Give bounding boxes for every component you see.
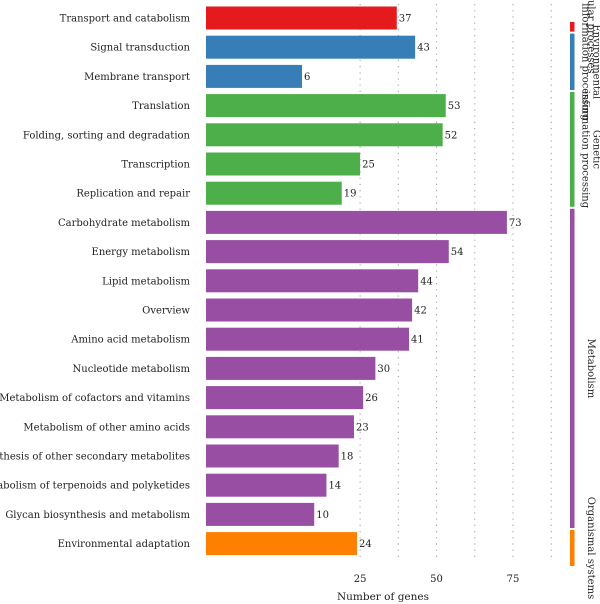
group-label: Metabolism [585,339,596,399]
category-label: Energy metabolism [92,247,191,258]
x-tick-label: 25 [354,574,367,585]
value-label: 43 [417,43,430,54]
category-label-layer: Transport and catabolism Signal transduct… [0,14,191,551]
category-label: Lipid metabolism [102,276,190,287]
bar [206,502,315,526]
x-axis-title: Number of genes [337,591,429,603]
bar [206,152,361,176]
value-label: 14 [328,481,341,492]
value-label: 44 [420,276,433,287]
group-color-bar [570,530,575,566]
value-label: 41 [411,335,424,346]
bar-layer [206,6,507,556]
x-tick-label: 75 [507,574,520,585]
category-label: Folding, sorting and degradation [23,130,191,141]
category-label: Signal transduction [90,43,190,54]
bar [206,123,443,147]
bar [206,356,376,380]
value-label: 18 [341,452,354,463]
value-label: 52 [445,130,458,141]
group-label: Environmentalinformation processing [580,3,600,121]
bar [206,327,410,351]
bar [206,298,413,322]
value-label: 6 [304,72,310,83]
bar [206,415,354,439]
bar [206,386,364,410]
group-color-bar [570,208,575,529]
value-label: 25 [362,160,375,171]
group-label: Cellular processes [585,0,596,74]
value-label: 53 [448,101,461,112]
bar [206,210,507,234]
category-label: Transport and catabolism [60,14,191,25]
category-label: Glycan biosynthesis and metabolism [5,510,190,521]
category-label: Metabolism of cofactors and vitamins [0,393,190,404]
group-color-bar [570,92,575,207]
bar [206,64,302,88]
category-label: Membrane transport [84,72,190,83]
bar [206,94,446,118]
category-label: Transcription [121,160,190,171]
bar [206,473,327,497]
group-color-bar [570,33,575,90]
category-label: Nucleotide metabolism [73,364,191,375]
category-label: Biosynthesis of other secondary metaboli… [0,452,190,463]
category-label: Environmental adaptation [58,539,191,550]
value-label: 30 [377,364,390,375]
value-label: 54 [451,247,464,258]
bar [206,532,358,556]
bar [206,240,449,264]
value-label: 24 [359,539,372,550]
bar [206,35,416,59]
value-label: 37 [399,14,412,25]
value-label: 26 [365,393,378,404]
x-tick-layer: 25 50 75 [354,574,520,585]
value-label: 73 [509,218,522,229]
bar [206,181,342,205]
category-label: Replication and repair [76,189,190,200]
value-label: 10 [316,510,329,521]
group-legend-layer: Cellular processesEnvironmentalinformati… [570,0,600,599]
group-color-bar [570,22,575,32]
group-label: Organismal systems [585,497,596,599]
category-label: Overview [142,306,190,317]
category-label: Metabolism of other amino acids [23,422,190,433]
value-label-layer: 37 43 6 53 52 25 19 73 54 44 42 41 30 26 23 18 14 10 24 [304,14,522,551]
x-tick-label: 50 [430,574,443,585]
value-label: 42 [414,306,427,317]
bar [206,269,419,293]
bar [206,6,397,30]
category-label: Translation [132,101,190,112]
category-label: Amino acid metabolism [70,335,190,346]
group-label: Geneticinformation processing [580,91,600,209]
value-label: 19 [344,189,357,200]
value-label: 23 [356,422,369,433]
bar [206,444,339,468]
category-label: Metabolism of terpenoids and polyketides [0,481,190,492]
category-label: Carbohydrate metabolism [58,218,190,229]
